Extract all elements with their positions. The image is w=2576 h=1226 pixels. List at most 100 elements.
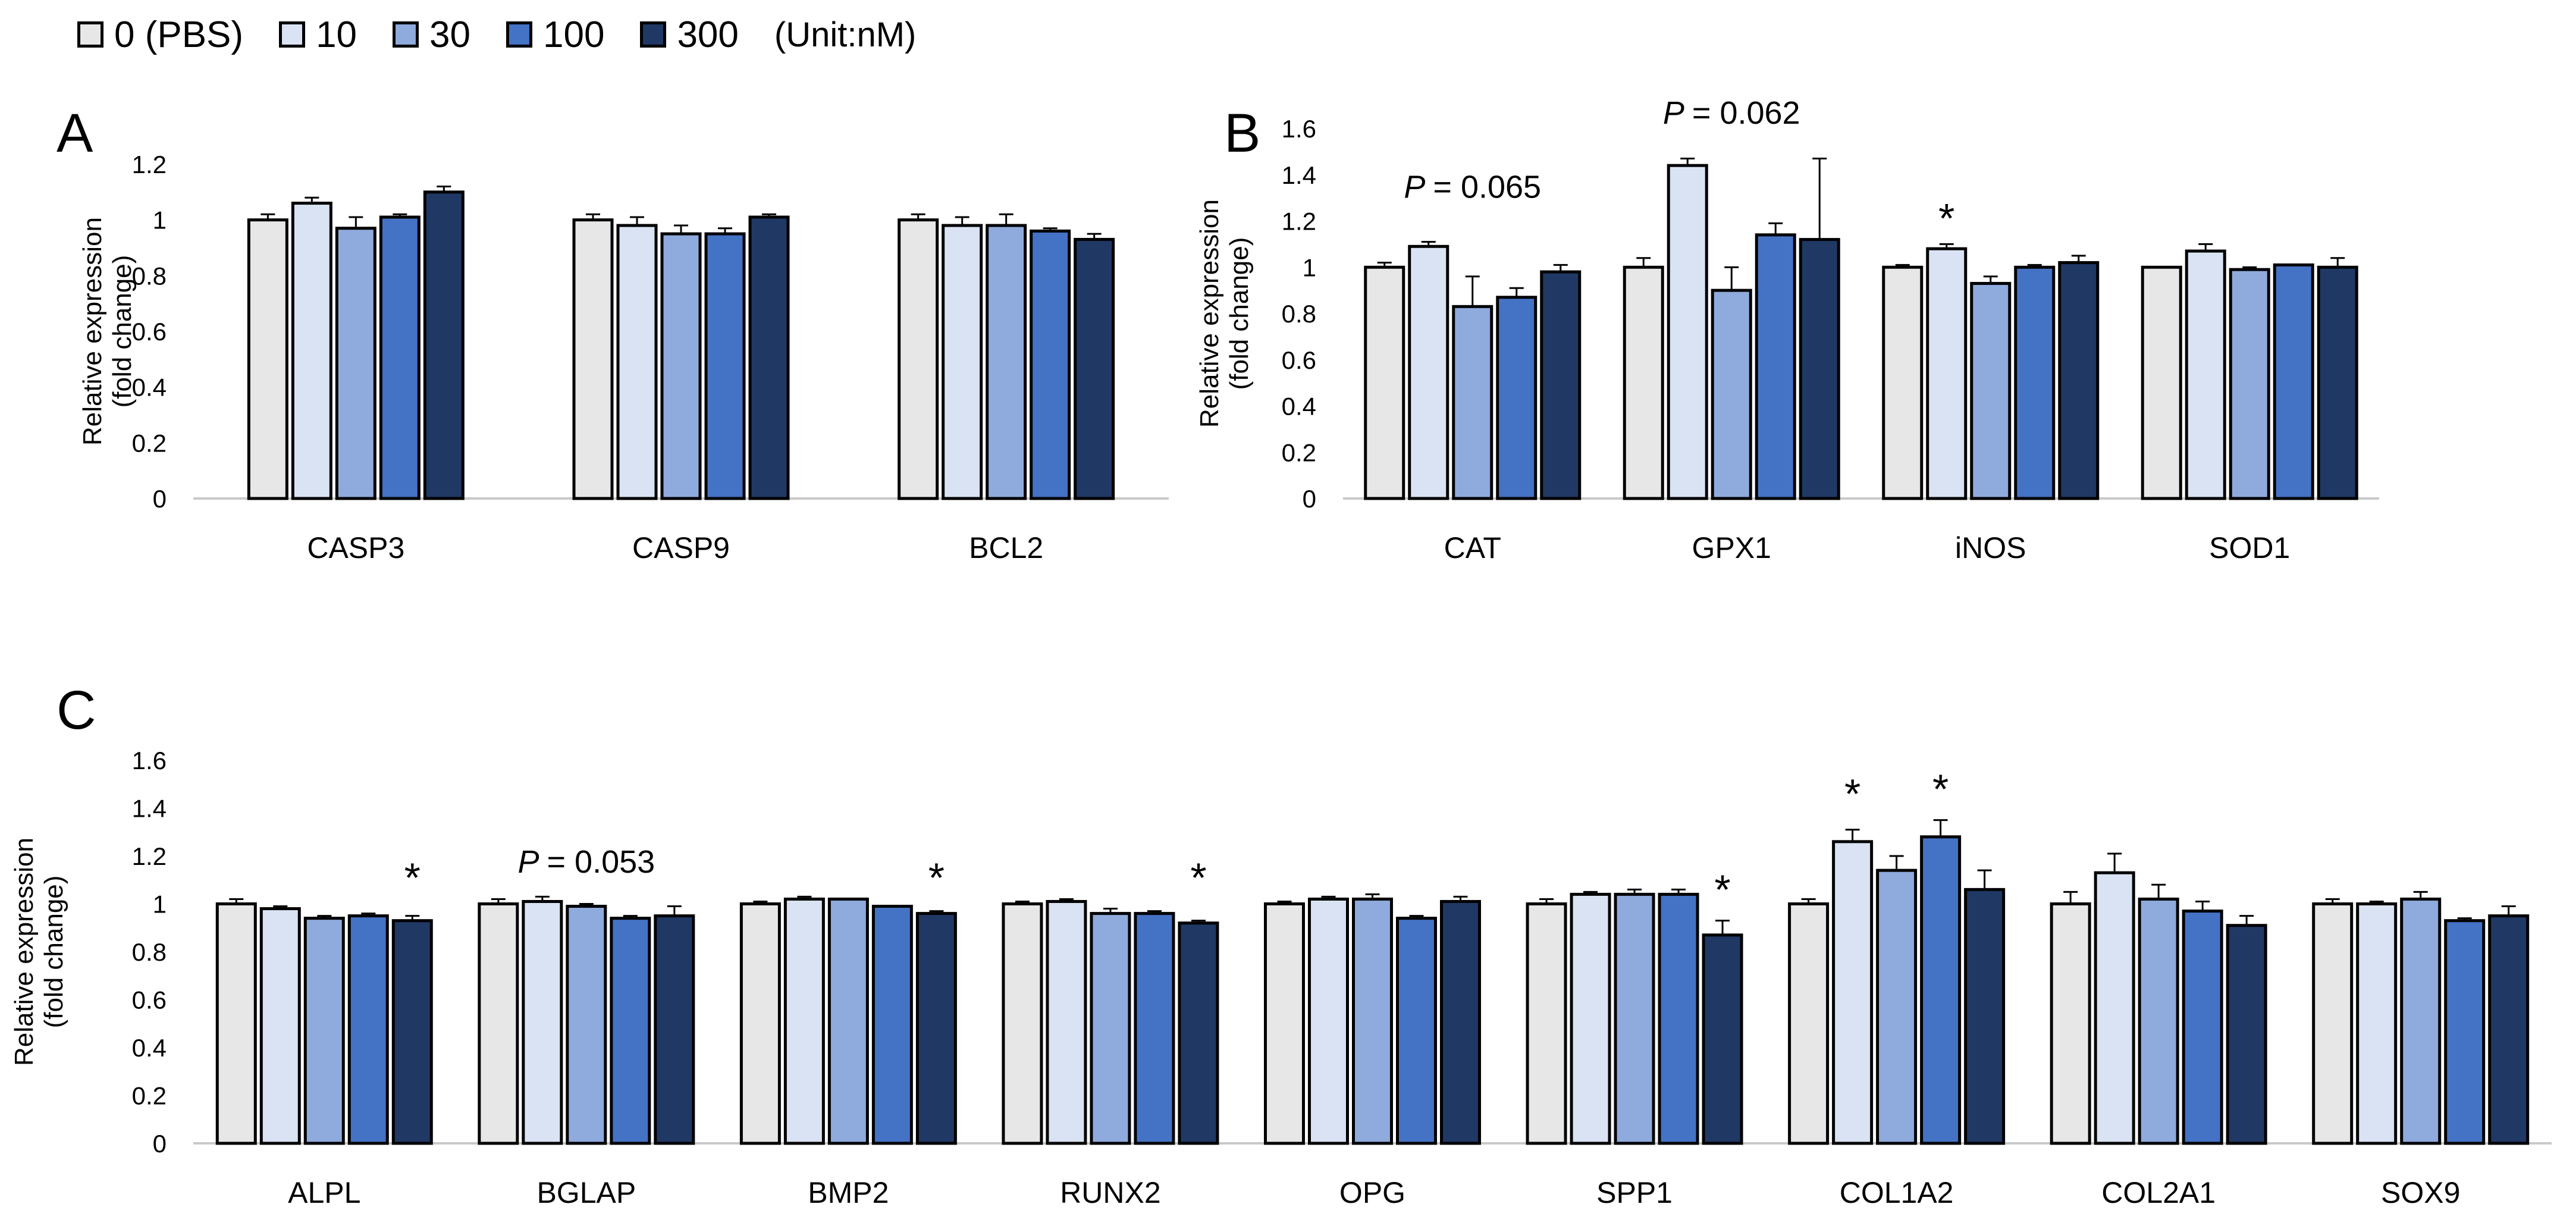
bar-sod1-4 xyxy=(2317,265,2358,500)
legend-item-0: 0 (PBS) xyxy=(77,14,243,56)
legend-label: 300 xyxy=(677,14,739,55)
bar-bglap-1 xyxy=(522,899,563,1145)
bar-bmp2-1 xyxy=(783,897,825,1145)
bar-casp3-1 xyxy=(291,202,332,500)
y-tick-label: 0.2 xyxy=(1282,438,1316,466)
legend-swatch-10 xyxy=(279,21,306,48)
bar-casp3-3 xyxy=(379,215,421,500)
legend-swatch-30 xyxy=(393,21,419,48)
panel-letter: B xyxy=(1224,103,1260,164)
legend: 0 (PBS) 10 30 100 300 (Unit:nM) xyxy=(77,5,916,64)
y-tick-label: 0.2 xyxy=(132,429,167,457)
bar-sox9-4 xyxy=(2488,914,2530,1145)
x-tick-label: ALPL xyxy=(288,1176,360,1209)
bar-casp9-0 xyxy=(572,218,614,500)
bar-cat-0 xyxy=(1364,265,1405,500)
legend-label: 100 xyxy=(543,14,605,55)
legend-item-30: 30 xyxy=(393,14,470,56)
bar-casp3-4 xyxy=(423,190,465,500)
y-tick-label: 0.6 xyxy=(132,986,167,1014)
x-tick-label: RUNX2 xyxy=(1060,1176,1160,1209)
bar-opg-0 xyxy=(1264,902,1305,1145)
bar-casp9-1 xyxy=(616,224,658,500)
bar-bmp2-3 xyxy=(871,905,913,1145)
panel-letter: C xyxy=(57,680,96,741)
significance-asterisk: * xyxy=(1932,766,1949,812)
bar-col1a2-1 xyxy=(1832,840,1874,1145)
bar-col2a1-2 xyxy=(2138,897,2179,1145)
bar-bcl2-0 xyxy=(898,218,939,500)
significance-asterisk: * xyxy=(1844,771,1860,817)
legend-swatch-300 xyxy=(640,21,667,48)
bar-cat-2 xyxy=(1452,305,1493,500)
x-tick-label: SOD1 xyxy=(2209,531,2290,565)
x-tick-label: CAT xyxy=(1444,531,1501,565)
bar-casp9-4 xyxy=(748,215,790,500)
bar-alpl-0 xyxy=(215,902,257,1145)
x-tick-label: iNOS xyxy=(1955,531,2026,565)
bar-runx2-2 xyxy=(1090,912,1131,1145)
y-tick-label: 1.6 xyxy=(132,747,167,775)
y-tick-label: 0 xyxy=(1303,485,1316,513)
significance-asterisk: * xyxy=(404,854,421,901)
bar-sox9-0 xyxy=(2312,902,2354,1145)
x-tick-label: CASP3 xyxy=(307,531,404,565)
legend-label: 30 xyxy=(429,14,470,55)
bar-sod1-1 xyxy=(2185,249,2226,500)
bar-col1a2-4 xyxy=(1964,888,2006,1145)
bar-spp1-2 xyxy=(1614,892,1655,1145)
bar-alpl-3 xyxy=(347,914,389,1145)
bar-spp1-4 xyxy=(1702,933,1743,1145)
y-tick-label: 0.4 xyxy=(132,374,167,402)
y-axis-title-unit: (fold change) xyxy=(108,255,137,408)
unit-label: (Unit:nM) xyxy=(774,15,917,54)
y-tick-label: 1 xyxy=(153,891,167,918)
bar-opg-2 xyxy=(1352,897,1393,1145)
bar-inos-0 xyxy=(1882,265,1924,500)
y-tick-label: 0 xyxy=(153,485,167,513)
bar-sox9-1 xyxy=(2356,902,2398,1145)
y-tick-label: 1 xyxy=(153,206,167,234)
bar-alpl-2 xyxy=(303,917,345,1145)
bar-col2a1-1 xyxy=(2094,871,2135,1145)
bar-col2a1-3 xyxy=(2182,910,2223,1145)
bar-casp9-2 xyxy=(660,232,702,500)
y-tick-label: 1.4 xyxy=(132,795,167,823)
bar-col2a1-0 xyxy=(2050,902,2091,1145)
bar-casp3-2 xyxy=(335,227,376,500)
x-tick-label: CASP9 xyxy=(632,531,730,565)
bar-bmp2-4 xyxy=(915,912,957,1145)
p-value-annotation: P = 0.053 xyxy=(517,844,655,880)
bar-gpx1-3 xyxy=(1755,233,1796,500)
bar-inos-3 xyxy=(2014,265,2056,500)
bar-bcl2-1 xyxy=(942,224,983,500)
y-axis-title: Relative expression xyxy=(10,838,39,1066)
bar-cat-3 xyxy=(1496,296,1538,500)
bar-col1a2-3 xyxy=(1920,835,1962,1145)
y-axis-title-unit: (fold change) xyxy=(39,876,68,1029)
bar-gpx1-4 xyxy=(1799,238,1840,500)
p-value-annotation: P = 0.065 xyxy=(1404,170,1541,205)
legend-item-100: 100 xyxy=(506,14,604,56)
legend-swatch-0 xyxy=(77,21,103,48)
legend-item-10: 10 xyxy=(279,14,357,56)
bar-cat-1 xyxy=(1408,244,1449,500)
bar-bglap-2 xyxy=(566,905,607,1145)
bar-bmp2-2 xyxy=(827,897,869,1145)
bar-inos-2 xyxy=(1970,281,2012,500)
y-tick-label: 0.2 xyxy=(132,1082,167,1110)
significance-asterisk: * xyxy=(928,854,945,901)
bar-sox9-3 xyxy=(2444,919,2486,1145)
significance-asterisk: * xyxy=(1714,867,1730,913)
x-tick-label: SOX9 xyxy=(2381,1176,2460,1209)
bar-sod1-3 xyxy=(2273,263,2314,500)
x-tick-label: COL2A1 xyxy=(2101,1176,2216,1209)
p-value-annotation: P = 0.062 xyxy=(1663,95,1800,131)
bar-opg-4 xyxy=(1440,899,1481,1145)
y-tick-label: 0.8 xyxy=(1282,300,1316,328)
y-tick-label: 0.4 xyxy=(1282,393,1316,421)
y-tick-label: 0.8 xyxy=(132,938,167,966)
legend-swatch-100 xyxy=(506,21,532,48)
bar-bcl2-2 xyxy=(986,224,1027,500)
